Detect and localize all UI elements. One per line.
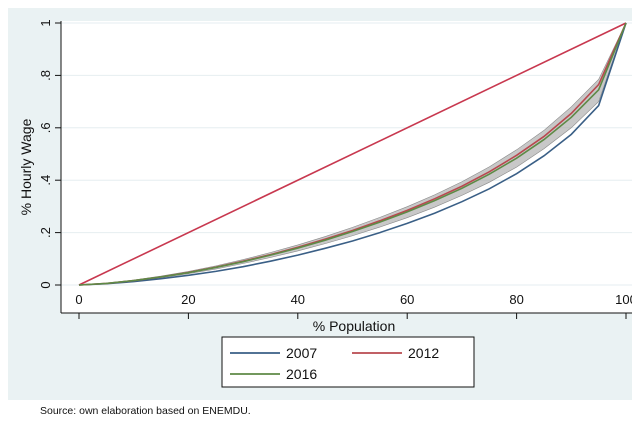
y-axis-label: % Hourly Wage bbox=[18, 118, 34, 215]
legend-label-2012: 2012 bbox=[408, 345, 439, 361]
equality-line bbox=[78, 22, 627, 286]
grid-lines bbox=[61, 22, 632, 286]
x-tick-label: 20 bbox=[181, 292, 195, 307]
y-ticks: 0 .2 .4 .6 .8 1 bbox=[38, 19, 61, 289]
x-tick-label: 80 bbox=[509, 292, 523, 307]
y-tick-label: 1 bbox=[38, 19, 53, 26]
series-line-2007 bbox=[78, 22, 627, 286]
plot-area bbox=[61, 21, 632, 313]
legend-box bbox=[221, 336, 475, 388]
series-line-2016 bbox=[78, 22, 627, 286]
series-lines bbox=[78, 22, 627, 286]
y-tick-label: .6 bbox=[38, 122, 53, 133]
x-tick-label: 100 bbox=[615, 292, 632, 307]
y-tick-label: .2 bbox=[38, 227, 53, 238]
source-note: Source: own elaboration based on ENEMDU. bbox=[40, 405, 251, 417]
lorenz-chart: 0 20 40 60 80 100 0 .2 .4 .6 .8 1 % Population % H… bbox=[18, 19, 637, 388]
y-tick-label: .4 bbox=[38, 175, 53, 186]
legend: 2007 2012 2016 bbox=[221, 336, 475, 388]
x-tick-label: 40 bbox=[291, 292, 305, 307]
figure: 0 20 40 60 80 100 0 .2 .4 .6 .8 1 % Population % H… bbox=[8, 8, 637, 400]
x-axis-label: % Population bbox=[313, 318, 396, 334]
x-tick-label: 0 bbox=[75, 292, 82, 307]
x-ticks: 0 20 40 60 80 100 bbox=[75, 292, 637, 319]
legend-label-2016: 2016 bbox=[286, 366, 317, 382]
x-tick-label: 60 bbox=[400, 292, 414, 307]
y-tick-label: 0 bbox=[38, 281, 53, 288]
y-tick-label: .8 bbox=[38, 70, 53, 81]
legend-label-2007: 2007 bbox=[286, 345, 317, 361]
